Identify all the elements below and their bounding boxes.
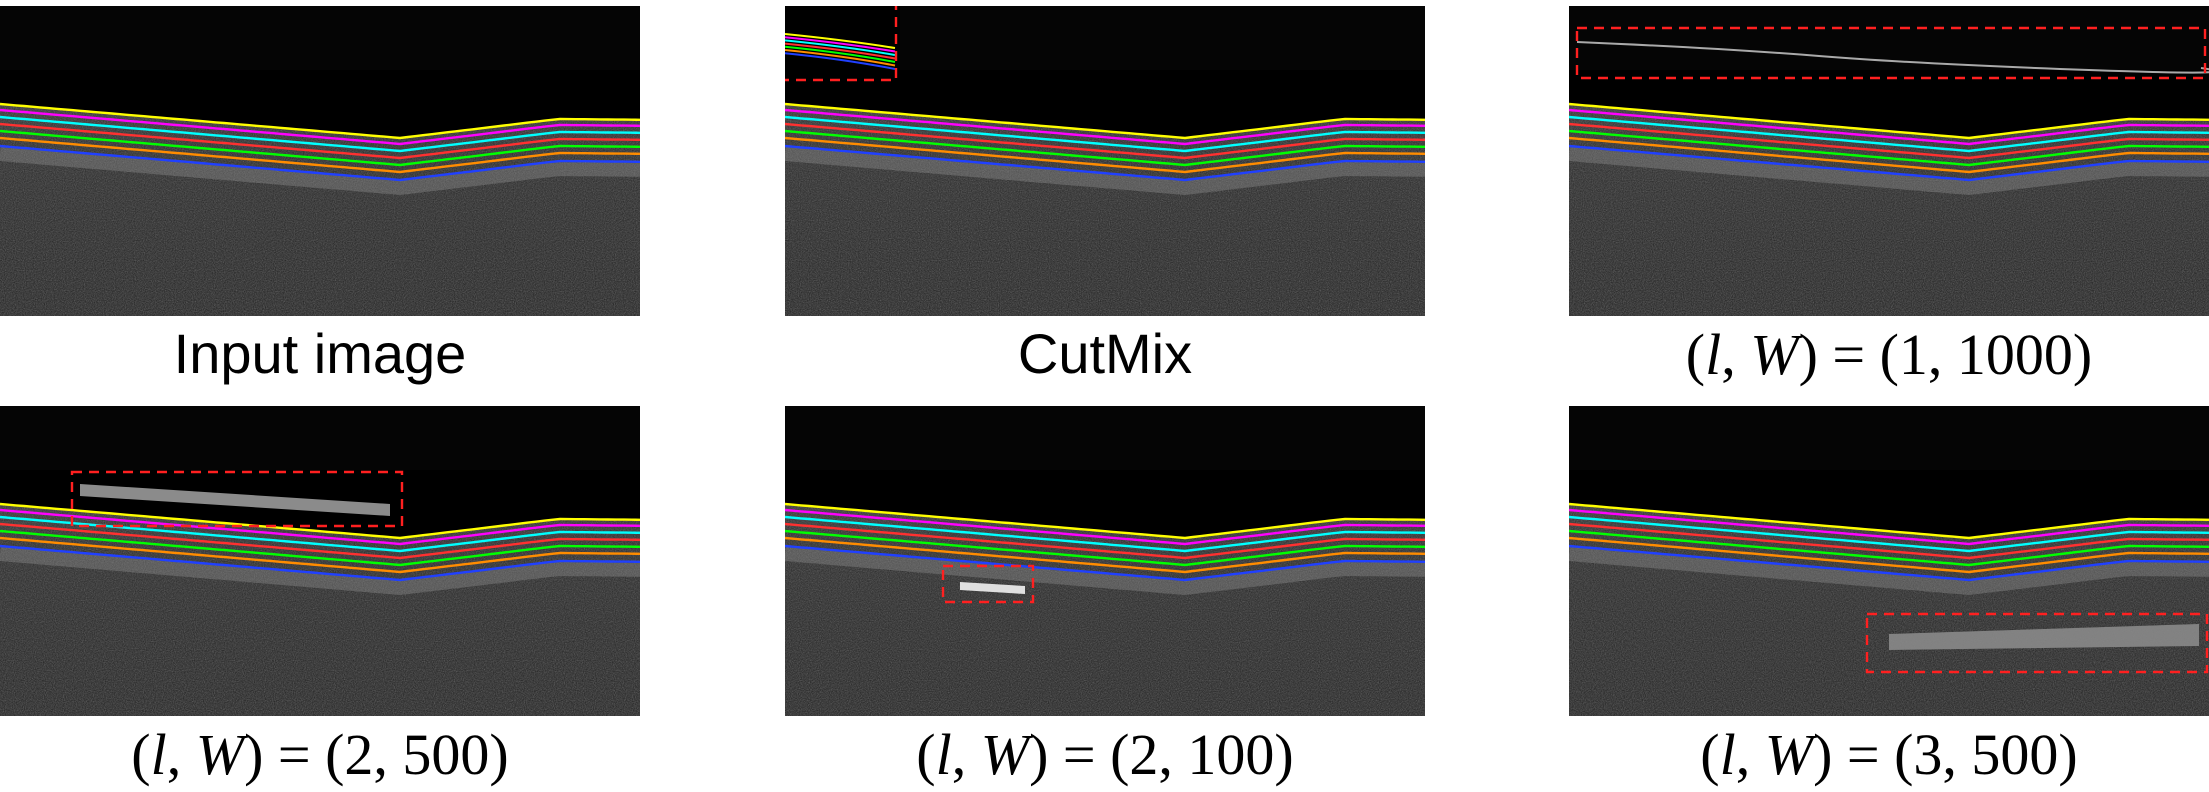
panel-l2-w100	[785, 406, 1425, 716]
panel-l3-w500	[1569, 406, 2209, 716]
oct-scan-image	[785, 406, 1425, 716]
oct-scan-image	[785, 6, 1425, 316]
caption-l2-w500: (l, W) = (2, 500)	[131, 722, 509, 787]
caption-l2-w100: (l, W) = (2, 100)	[916, 722, 1294, 787]
oct-scan-image	[1569, 6, 2209, 316]
panel-input-image	[0, 6, 640, 316]
oct-scan-image	[0, 406, 640, 716]
caption-cutmix: CutMix	[1017, 322, 1193, 385]
caption-input-image: Input image	[173, 322, 467, 385]
caption-l1-w1000: (l, W) = (1, 1000)	[1685, 322, 2093, 387]
panel-l2-w500	[0, 406, 640, 716]
panel-cutmix	[785, 6, 1425, 316]
oct-scan-image	[0, 6, 640, 316]
oct-scan-image	[1569, 406, 2209, 716]
panel-l1-w1000	[1569, 6, 2209, 316]
caption-l3-w500: (l, W) = (3, 500)	[1700, 722, 2078, 787]
